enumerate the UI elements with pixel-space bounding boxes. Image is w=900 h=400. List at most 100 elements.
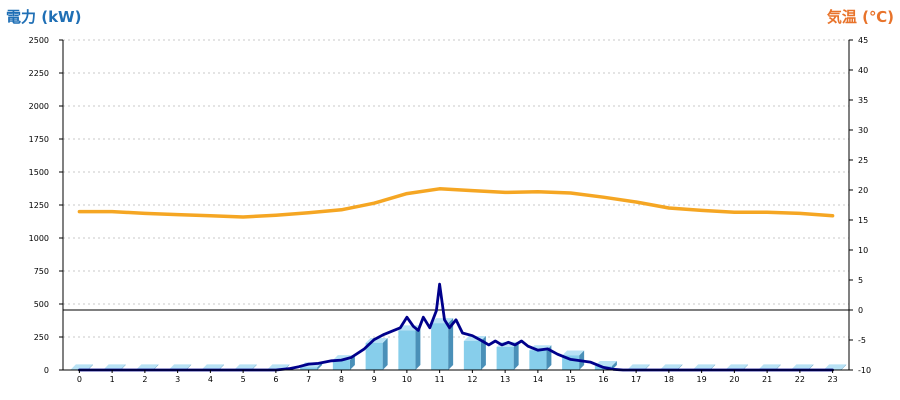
gridlines <box>63 39 849 338</box>
right-tick-label: 5 <box>858 276 863 285</box>
right-axis-title: 気温 (℃) <box>827 8 894 26</box>
x-tick-label: 4 <box>208 375 213 384</box>
bar-top <box>824 364 847 370</box>
power-line <box>78 282 834 372</box>
right-tick-label: 35 <box>858 96 868 105</box>
x-tick-label: 22 <box>795 375 805 384</box>
bar-top <box>562 350 585 356</box>
bar-side <box>611 361 617 370</box>
bar-top <box>103 364 126 370</box>
x-tick-label: 3 <box>175 375 180 384</box>
x-tick-label: 0 <box>77 375 82 384</box>
bar <box>365 337 388 370</box>
bar-side <box>382 337 388 370</box>
right-tick-label: 25 <box>858 156 868 165</box>
x-tick-label: 6 <box>273 375 278 384</box>
x-tick-label: 17 <box>631 375 641 384</box>
bar-series <box>70 318 847 370</box>
bar-side <box>677 364 683 370</box>
bar-side <box>775 364 781 370</box>
bar-top <box>725 364 748 370</box>
right-tick-label: 30 <box>858 126 868 135</box>
bar-side <box>480 335 486 370</box>
bar-face <box>529 350 547 370</box>
bar-face <box>365 342 383 370</box>
bar-top <box>201 364 224 370</box>
bar-side <box>153 364 159 370</box>
x-tick-label: 16 <box>598 375 608 384</box>
bar-side <box>513 341 519 370</box>
right-tick-label: 20 <box>858 186 868 195</box>
x-tick-label: 20 <box>729 375 739 384</box>
bar-face <box>463 340 481 370</box>
left-tick-label: 250 <box>34 333 49 342</box>
x-tick-label: 9 <box>372 375 377 384</box>
right-tick-label: -10 <box>858 366 871 375</box>
x-tick-label: 18 <box>664 375 674 384</box>
bar-top <box>660 364 683 370</box>
bar-top <box>169 364 192 370</box>
bar-side <box>87 364 93 370</box>
x-tick-label: 11 <box>435 375 445 384</box>
bar <box>431 318 454 370</box>
x-tick-label: 8 <box>339 375 344 384</box>
left-tick-label: 1000 <box>29 234 49 243</box>
left-tick-label: 750 <box>34 267 49 276</box>
bar-top <box>758 364 781 370</box>
x-tick-label: 21 <box>762 375 772 384</box>
bar-top <box>136 364 159 370</box>
x-tick-label: 23 <box>828 375 838 384</box>
left-axis-title: 電力 (kW) <box>6 8 81 26</box>
x-tick-label: 13 <box>500 375 510 384</box>
right-tick-label: 15 <box>858 216 868 225</box>
bar-face <box>496 346 514 370</box>
bar-side <box>841 364 847 370</box>
left-tick-label: 500 <box>34 300 49 309</box>
bar-face <box>300 367 318 370</box>
right-tick-label: 40 <box>858 66 868 75</box>
left-tick-label: 1250 <box>29 201 49 210</box>
left-tick-label: 2500 <box>29 36 49 45</box>
right-tick-label: 45 <box>858 36 868 45</box>
bar-side <box>448 318 454 370</box>
x-tick-label: 14 <box>533 375 543 384</box>
right-tick-label: 0 <box>858 306 863 315</box>
x-tick-label: 5 <box>241 375 246 384</box>
left-tick-label: 2000 <box>29 102 49 111</box>
left-tick-label: 1750 <box>29 135 49 144</box>
left-tick-label: 0 <box>44 366 49 375</box>
x-tick-label: 2 <box>142 375 147 384</box>
x-tick-label: 10 <box>402 375 412 384</box>
bar-face <box>332 360 350 370</box>
x-tick-label: 7 <box>306 375 311 384</box>
bar-face <box>431 323 449 370</box>
bar-side <box>349 355 355 370</box>
bar-side <box>120 364 126 370</box>
bar-top <box>70 364 93 370</box>
right-tick-label: 10 <box>858 246 868 255</box>
temperature-line <box>77 187 835 219</box>
bar-top <box>234 364 257 370</box>
right-tick-label: -5 <box>858 336 866 345</box>
bar-face <box>398 330 416 370</box>
bar-side <box>644 364 650 370</box>
bar-top <box>627 364 650 370</box>
bar-side <box>808 364 814 370</box>
x-tick-label: 12 <box>467 375 477 384</box>
bar-top <box>431 318 454 324</box>
bar-side <box>218 364 224 370</box>
left-tick-label: 2250 <box>29 69 49 78</box>
axes: 02505007501000125015001750200022502500-1… <box>29 36 871 384</box>
left-tick-label: 1500 <box>29 168 49 177</box>
bar-side <box>710 364 716 370</box>
bar-top <box>791 364 814 370</box>
bar-side <box>415 325 421 370</box>
x-tick-label: 1 <box>110 375 115 384</box>
bar <box>463 335 486 370</box>
bar-side <box>742 364 748 370</box>
x-tick-label: 19 <box>697 375 707 384</box>
bar-side <box>186 364 192 370</box>
line-series <box>77 187 835 372</box>
bar-side <box>251 364 257 370</box>
